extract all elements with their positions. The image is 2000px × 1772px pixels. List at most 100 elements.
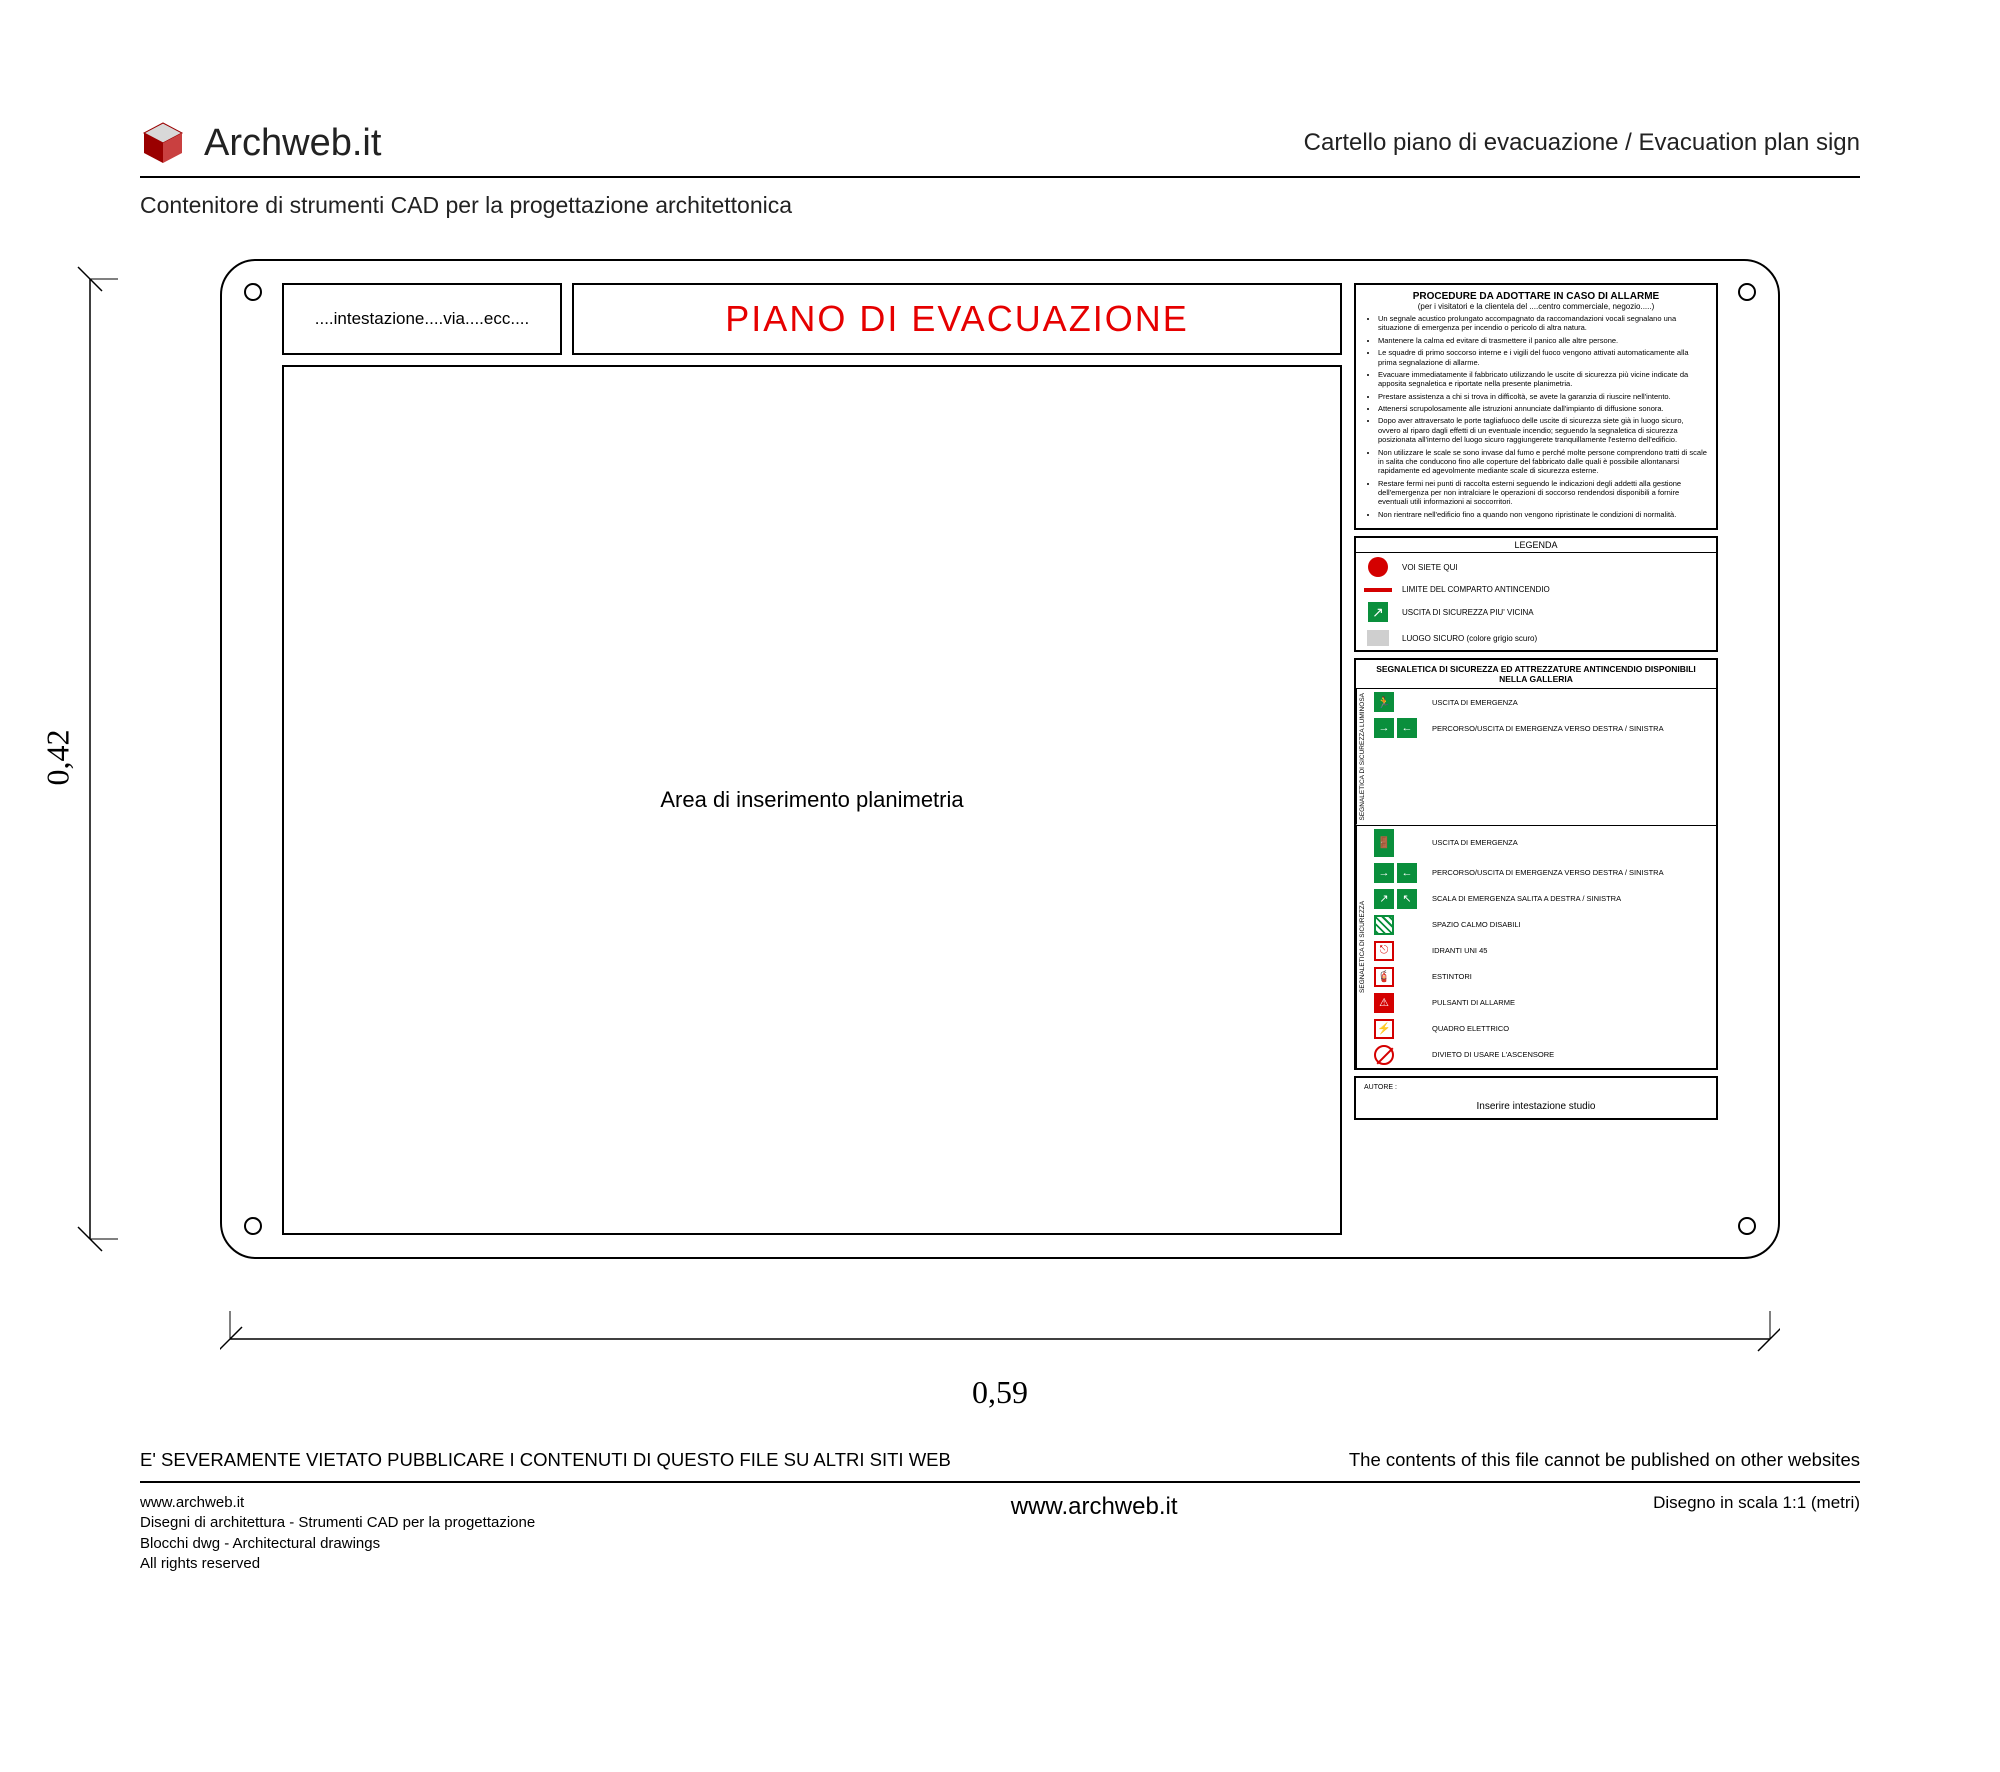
signage-title: SEGNALETICA DI SICUREZZA ED ATTREZZATURE… xyxy=(1356,660,1716,688)
sign-icon: →← xyxy=(1374,718,1424,738)
sign-panel: ....intestazione....via....ecc.... PIANO… xyxy=(220,259,1780,1259)
signage-row: →← PERCORSO/USCITA DI EMERGENZA VERSO DES… xyxy=(1368,860,1716,886)
procedure-item: Attenersi scrupolosamente alle istruzion… xyxy=(1378,404,1708,413)
sign-icon: 🏃 xyxy=(1374,692,1424,712)
legend-label: USCITA DI SICUREZZA PIU' VICINA xyxy=(1402,608,1534,617)
main-title: PIANO DI EVACUAZIONE xyxy=(725,298,1188,340)
sign-icon: 🚪 xyxy=(1374,829,1424,857)
signage-row: 🚪 USCITA DI EMERGENZA xyxy=(1368,826,1716,860)
signage-row: ↗↖ SCALA DI EMERGENZA SALITA A DESTRA / S… xyxy=(1368,886,1716,912)
plan-placeholder-text: Area di inserimento planimetria xyxy=(660,787,963,813)
signage-row: 🏃 USCITA DI EMERGENZA xyxy=(1368,689,1716,715)
signage-row: ⚡ QUADRO ELETTRICO xyxy=(1368,1016,1716,1042)
procedure-item: Le squadre di primo soccorso interne e i… xyxy=(1378,348,1708,367)
footer-warning-it: E' SEVERAMENTE VIETATO PUBBLICARE I CONT… xyxy=(140,1449,951,1471)
legend-symbol xyxy=(1364,557,1392,577)
legend-row: ↗ USCITA DI SICUREZZA PIU' VICINA xyxy=(1356,598,1716,626)
footer-line: All rights reserved xyxy=(140,1554,535,1574)
procedure-item: Restare fermi nei punti di raccolta este… xyxy=(1378,479,1708,507)
subtitle: Contenitore di strumenti CAD per la prog… xyxy=(140,192,1860,219)
sign-icon xyxy=(1374,915,1424,935)
title-box: PIANO DI EVACUAZIONE xyxy=(572,283,1342,355)
signage-label: SPAZIO CALMO DISABILI xyxy=(1432,920,1521,929)
signage-row: →← PERCORSO/USCITA DI EMERGENZA VERSO DES… xyxy=(1368,715,1716,741)
signage-label: PERCORSO/USCITA DI EMERGENZA VERSO DESTR… xyxy=(1432,724,1664,733)
signage-label: DIVIETO DI USARE L'ASCENSORE xyxy=(1432,1050,1554,1059)
legend-label: VOI SIETE QUI xyxy=(1402,563,1458,572)
sign-icon: ⚡ xyxy=(1374,1019,1424,1039)
sign-icon xyxy=(1374,1045,1424,1065)
signage-group2-label: SEGNALETICA DI SICUREZZA xyxy=(1356,826,1368,1068)
signage-label: SCALA DI EMERGENZA SALITA A DESTRA / SIN… xyxy=(1432,894,1621,903)
signage-label: IDRANTI UNI 45 xyxy=(1432,946,1487,955)
header: Archweb.it Cartello piano di evacuazione… xyxy=(140,120,1860,166)
procedure-item: Un segnale acustico prolungato accompagn… xyxy=(1378,314,1708,333)
signage-row: SPAZIO CALMO DISABILI xyxy=(1368,912,1716,938)
procedures-title: PROCEDURE DA ADOTTARE IN CASO DI ALLARME xyxy=(1364,291,1708,302)
signage-row: DIVIETO DI USARE L'ASCENSORE xyxy=(1368,1042,1716,1068)
signage-label: USCITA DI EMERGENZA xyxy=(1432,698,1518,707)
author-box: AUTORE : Inserire intestazione studio xyxy=(1354,1076,1718,1120)
footer-line: Disegni di architettura - Strumenti CAD … xyxy=(140,1513,535,1533)
procedure-item: Mantenere la calma ed evitare di trasmet… xyxy=(1378,336,1708,345)
signage-row: 🧯 ESTINTORI xyxy=(1368,964,1716,990)
legend-row: VOI SIETE QUI xyxy=(1356,553,1716,581)
floorplan-placeholder: Area di inserimento planimetria xyxy=(282,365,1342,1235)
sign-icon: ⎋ xyxy=(1374,941,1424,961)
signage-label: PERCORSO/USCITA DI EMERGENZA VERSO DESTR… xyxy=(1432,868,1664,877)
footer-left: www.archweb.itDisegni di architettura - … xyxy=(140,1493,535,1574)
footer-scale: Disegno in scala 1:1 (metri) xyxy=(1653,1493,1860,1513)
brand-text: Archweb.it xyxy=(204,122,381,165)
dimension-w-label: 0,59 xyxy=(972,1374,1028,1411)
footer-site: www.archweb.it xyxy=(1011,1493,1178,1521)
sign-icon: →← xyxy=(1374,863,1424,883)
dimension-horizontal xyxy=(220,1309,1780,1369)
signage-row: ⚠ PULSANTI DI ALLARME xyxy=(1368,990,1716,1016)
signage-label: PULSANTI DI ALLARME xyxy=(1432,998,1515,1007)
footer-line: Blocchi dwg - Architectural drawings xyxy=(140,1534,535,1554)
panel-right: PROCEDURE DA ADOTTARE IN CASO DI ALLARME… xyxy=(1354,283,1718,1235)
legend-title: LEGENDA xyxy=(1356,538,1716,553)
divider-bottom xyxy=(140,1481,1860,1483)
logo-icon xyxy=(140,120,186,166)
legend-label: LUOGO SICURO (colore grigio scuro) xyxy=(1402,634,1537,643)
intestazione-box: ....intestazione....via....ecc.... xyxy=(282,283,562,355)
procedures-list: Un segnale acustico prolungato accompagn… xyxy=(1364,314,1708,519)
footer-line: www.archweb.it xyxy=(140,1493,535,1513)
mounting-hole xyxy=(1738,1217,1756,1235)
mounting-hole xyxy=(1738,283,1756,301)
logo-group: Archweb.it xyxy=(140,120,381,166)
procedure-item: Evacuare immediatamente il fabbricato ut… xyxy=(1378,370,1708,389)
sign-icon: ↗↖ xyxy=(1374,889,1424,909)
mounting-hole xyxy=(244,283,262,301)
panel-left: ....intestazione....via....ecc.... PIANO… xyxy=(282,283,1342,1235)
legend-box: LEGENDA VOI SIETE QUI LIMITE DEL COMPARTO… xyxy=(1354,536,1718,652)
signage-box: SEGNALETICA DI SICUREZZA ED ATTREZZATURE… xyxy=(1354,658,1718,1070)
diagram: 0,42 0,59 ....intestazione....via....ecc… xyxy=(140,259,1860,1359)
author-text: Inserire intestazione studio xyxy=(1364,1101,1708,1112)
legend-symbol: ↗ xyxy=(1364,602,1392,622)
procedure-item: Prestare assistenza a chi si trova in di… xyxy=(1378,392,1708,401)
procedure-item: Dopo aver attraversato le porte tagliafu… xyxy=(1378,416,1708,444)
legend-row: LIMITE DEL COMPARTO ANTINCENDIO xyxy=(1356,581,1716,598)
dimension-h-label: 0,42 xyxy=(40,730,77,786)
mounting-hole xyxy=(244,1217,262,1235)
divider-top xyxy=(140,176,1860,178)
signage-row: ⎋ IDRANTI UNI 45 xyxy=(1368,938,1716,964)
signage-label: ESTINTORI xyxy=(1432,972,1472,981)
sign-icon: ⚠ xyxy=(1374,993,1424,1013)
intestazione-text: ....intestazione....via....ecc.... xyxy=(315,309,529,329)
procedure-item: Non utilizzare le scale se sono invase d… xyxy=(1378,448,1708,476)
footer: E' SEVERAMENTE VIETATO PUBBLICARE I CONT… xyxy=(140,1449,1860,1574)
signage-label: USCITA DI EMERGENZA xyxy=(1432,838,1518,847)
sign-icon: 🧯 xyxy=(1374,967,1424,987)
legend-row: LUOGO SICURO (colore grigio scuro) xyxy=(1356,626,1716,650)
signage-label: QUADRO ELETTRICO xyxy=(1432,1024,1509,1033)
procedures-subtitle: (per i visitatori e la clientela del ...… xyxy=(1364,302,1708,311)
signage-group1-label: SEGNALETICA DI SICUREZZA LUMINOSA xyxy=(1356,689,1368,825)
footer-warning-en: The contents of this file cannot be publ… xyxy=(1349,1449,1860,1471)
procedure-item: Non rientrare nell'edificio fino a quand… xyxy=(1378,510,1708,519)
legend-symbol xyxy=(1364,630,1392,646)
page-title: Cartello piano di evacuazione / Evacuati… xyxy=(1304,129,1860,157)
author-label: AUTORE : xyxy=(1364,1084,1708,1091)
